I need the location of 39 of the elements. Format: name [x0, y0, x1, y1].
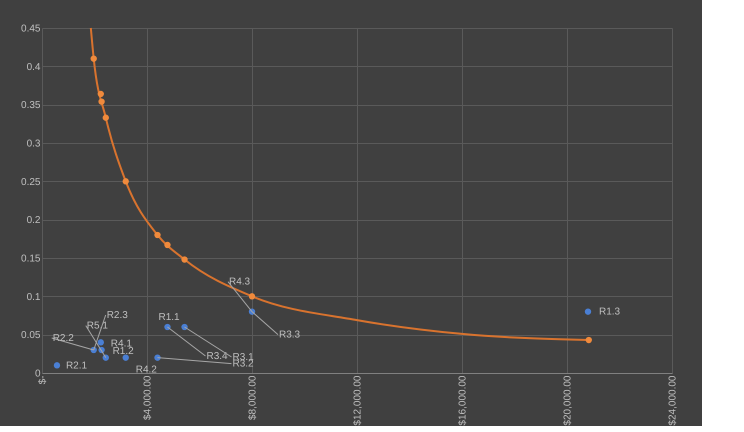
point — [122, 178, 129, 184]
y-tick-label: 0.2 — [26, 215, 41, 226]
point — [586, 336, 592, 344]
point — [102, 114, 109, 121]
annotation: R2.2 — [52, 333, 74, 344]
x-tick-label: $4,000.00 — [142, 375, 154, 420]
y-tick-label: 0.1 — [26, 292, 41, 303]
y-tick-label: 0.15 — [21, 254, 41, 264]
point — [584, 308, 592, 315]
x-tick-label: $12,000.00 — [352, 375, 364, 426]
y-tick-label: 0.4 — [26, 62, 41, 73]
point — [164, 242, 171, 248]
annotation: R1.3 — [599, 306, 621, 318]
point — [98, 98, 105, 105]
annotation: R3.3 — [279, 330, 301, 341]
annotation: R2.1 — [66, 360, 88, 372]
x-tick-label: $16,000.00 — [458, 375, 468, 426]
y-tick-label: 0.45 — [21, 24, 41, 34]
y-tick-label: 0.05 — [21, 330, 41, 342]
point — [98, 90, 104, 98]
y-tick-label: 0.25 — [21, 176, 41, 188]
y-tick-label: 0.35 — [21, 100, 41, 112]
y-tick-label: 0.3 — [26, 138, 41, 150]
point — [98, 339, 104, 346]
annotation: R4.2 — [136, 364, 158, 376]
annotation: R4.3 — [229, 276, 251, 288]
point — [181, 256, 188, 263]
point — [154, 232, 161, 238]
annotation: R2.3 — [106, 310, 128, 321]
annotation: R3.4 — [206, 351, 228, 362]
annotation: R1.2 — [112, 346, 134, 357]
point — [54, 362, 60, 368]
x-tick-label: $8,000.00 — [248, 375, 258, 420]
point — [122, 354, 129, 361]
x-tick-label: $20,000.00 — [562, 375, 574, 426]
x-tick-label: $24,000.00 — [668, 375, 678, 426]
annotation: R1.1 — [158, 312, 180, 323]
point — [248, 293, 256, 300]
point — [90, 56, 97, 62]
